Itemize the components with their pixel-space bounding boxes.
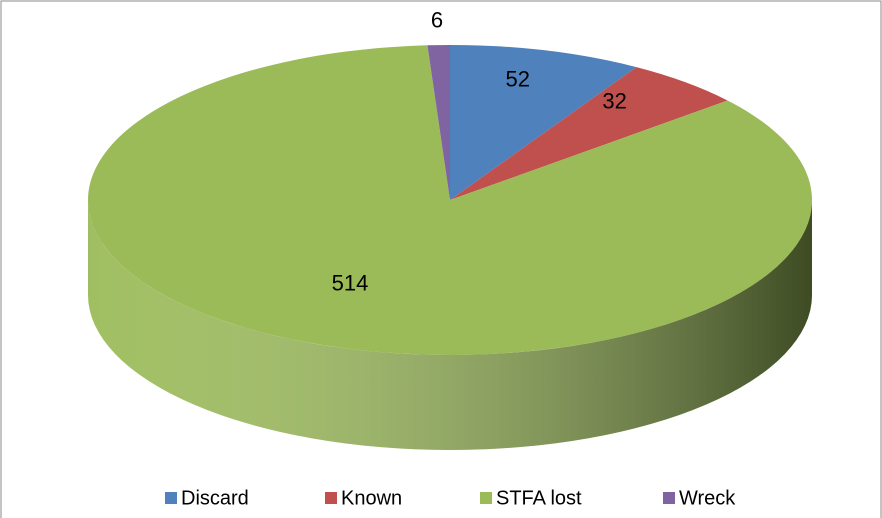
pie-slice — [450, 45, 637, 200]
legend-label: Wreck — [679, 487, 736, 509]
legend-swatch — [663, 492, 675, 504]
data-label: 32 — [602, 88, 626, 113]
legend-label: Discard — [181, 487, 249, 509]
pie-slice — [87, 45, 812, 356]
legend-label: STFA lost — [496, 487, 582, 509]
data-label: 6 — [431, 8, 443, 33]
pie-slice — [450, 67, 728, 200]
legend-swatch — [480, 492, 492, 504]
pie-side-shade — [88, 200, 812, 450]
legend-label: Known — [341, 487, 402, 509]
data-label: 514 — [332, 271, 369, 296]
pie-slice — [427, 45, 450, 200]
legend-swatch — [165, 492, 177, 504]
data-label: 52 — [505, 66, 529, 91]
legend-swatch — [325, 492, 337, 504]
